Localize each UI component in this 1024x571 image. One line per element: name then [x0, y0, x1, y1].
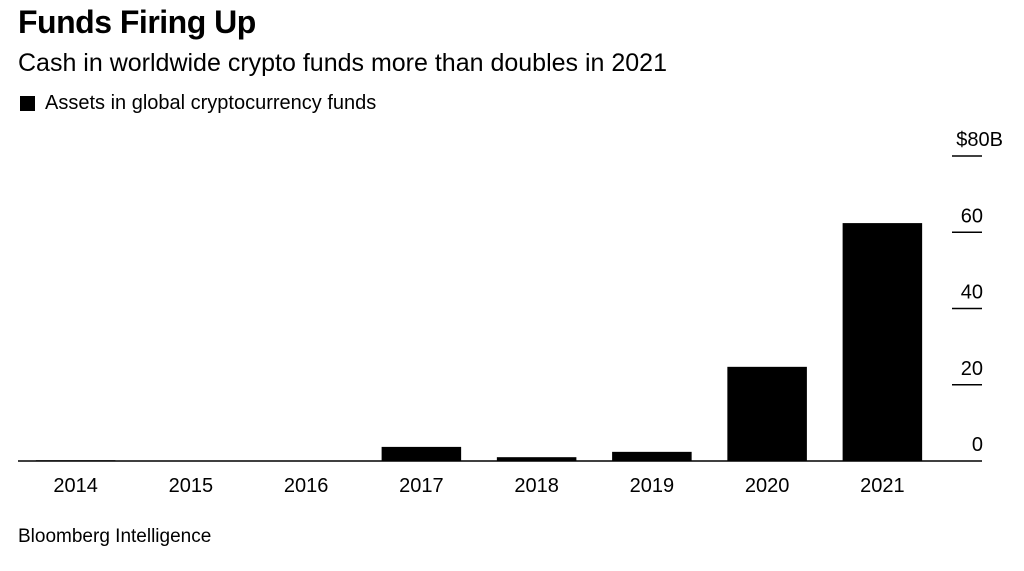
chart-title: Funds Firing Up [18, 4, 256, 40]
chart-subtitle: Cash in worldwide crypto funds more than… [18, 49, 667, 77]
legend-swatch [20, 96, 35, 111]
x-tick-label: 2015 [169, 475, 214, 497]
x-tick-label: 2016 [284, 475, 329, 497]
bar-2017 [381, 446, 462, 461]
x-tick-label: 2019 [630, 475, 675, 497]
x-tick-label: 2021 [860, 475, 905, 497]
y-tick-label: 20 [961, 358, 983, 380]
bar-2019 [612, 451, 692, 461]
legend-label: Assets in global cryptocurrency funds [45, 92, 377, 114]
x-tick-label: 2017 [399, 475, 444, 497]
y-tick-label: $80B [956, 129, 1003, 151]
y-tick-label: 0 [972, 434, 983, 456]
bar-2021 [842, 223, 923, 461]
x-tick-label: 2018 [514, 475, 559, 497]
bar-2020 [727, 366, 807, 461]
x-tick-label: 2014 [53, 475, 98, 497]
y-tick-label: 40 [961, 282, 983, 304]
bar-2018 [496, 457, 577, 461]
x-tick-label: 2020 [745, 475, 790, 497]
legend: Assets in global cryptocurrency funds [20, 92, 376, 115]
source-note: Bloomberg Intelligence [18, 526, 212, 547]
y-tick-label: 60 [961, 205, 983, 227]
